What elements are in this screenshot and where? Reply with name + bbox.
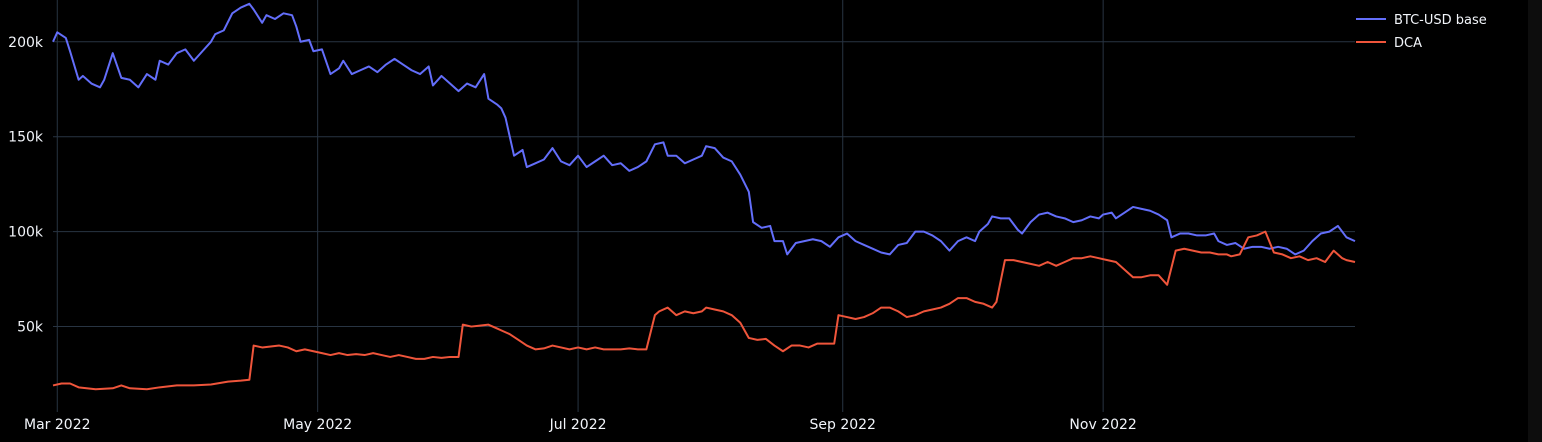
series-line-btc-usd-base [52,2,1356,256]
x-tick-label: May 2022 [283,417,352,433]
y-tick-label: 100k [8,225,44,241]
x-tick-label: Mar 2022 [24,417,91,433]
legend[interactable]: BTC-USD base DCA [1356,13,1487,51]
right-scrollbar[interactable] [1528,0,1542,442]
x-axis-ticks: Mar 2022 May 2022 Jul 2022 Sep 2022 Nov 2022 [24,417,1137,433]
legend-label: BTC-USD base [1394,13,1487,28]
y-tick-label: 50k [17,320,44,336]
series-lines [52,2,1356,391]
legend-item-dca[interactable]: DCA [1356,36,1422,51]
grid-lines [53,0,1355,412]
y-axis-ticks: 50k 100k 150k 200k [8,35,44,336]
legend-item-btc-usd-base[interactable]: BTC-USD base [1356,13,1487,28]
x-tick-label: Jul 2022 [549,417,607,433]
x-tick-label: Nov 2022 [1069,417,1136,433]
legend-label: DCA [1394,36,1422,51]
y-tick-label: 200k [8,35,44,51]
x-tick-label: Sep 2022 [810,417,876,433]
series-line-dca [52,230,1356,391]
y-tick-label: 150k [8,130,44,146]
